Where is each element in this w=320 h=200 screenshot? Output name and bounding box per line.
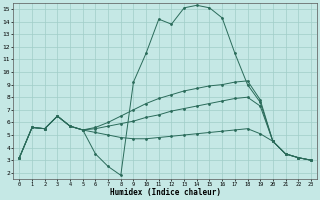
X-axis label: Humidex (Indice chaleur): Humidex (Indice chaleur) (110, 188, 220, 197)
